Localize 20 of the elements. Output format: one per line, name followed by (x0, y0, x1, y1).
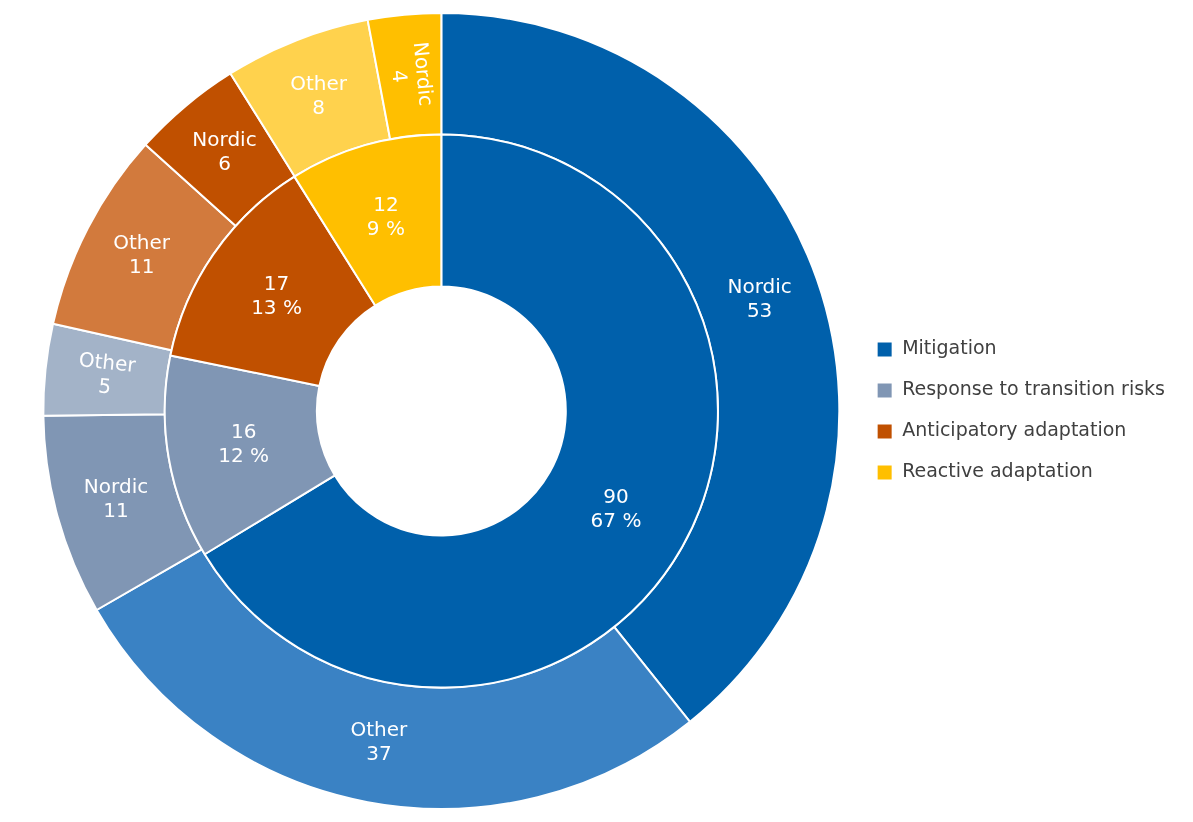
data-label: 16 12 % (218, 419, 270, 468)
slice-label: Nordic (83, 474, 149, 499)
data-label: 11 (128, 254, 155, 279)
data-label: 17 13 % (251, 270, 302, 319)
slice-label: Nordic (192, 126, 257, 151)
data-label: 6 (218, 150, 231, 175)
legend-label: Response to transition risks (902, 377, 1165, 400)
slice-label: Other (113, 230, 171, 255)
data-label: 53 (746, 297, 773, 322)
legend-label: Reactive adaptation (902, 459, 1093, 482)
legend-label: Anticipatory adaptation (902, 418, 1127, 441)
data-label: 12 9 % (366, 192, 405, 241)
slice-label: Other (290, 71, 348, 96)
slice-label: Nordic (727, 273, 792, 298)
slice-label: Other (350, 716, 409, 741)
data-label: 8 (312, 95, 325, 120)
data-label: 11 (103, 498, 129, 523)
data-label: 37 (366, 740, 392, 765)
legend-label: Mitigation (902, 336, 997, 359)
data-label: 90 67 % (590, 483, 642, 532)
